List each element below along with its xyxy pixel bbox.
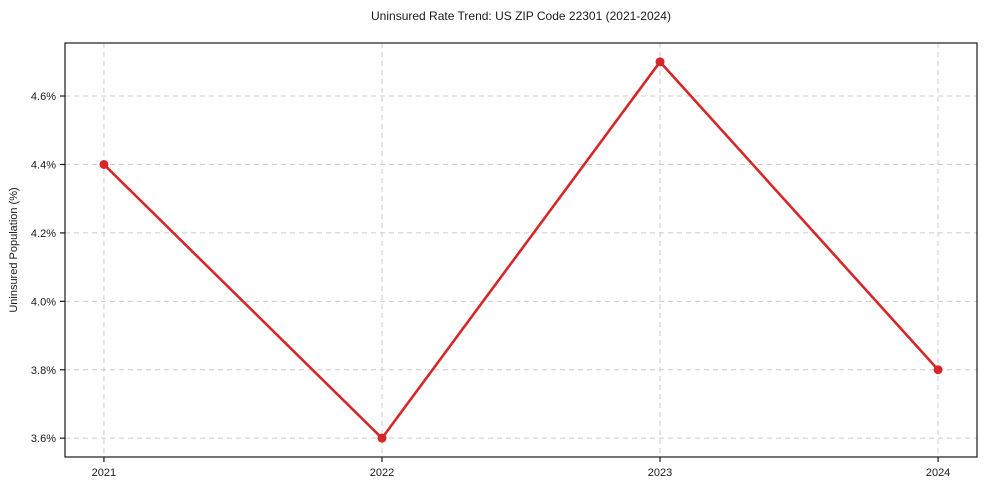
data-point-2022 bbox=[377, 433, 387, 443]
data-point-2021 bbox=[99, 159, 109, 169]
y-tick-label: 4.4% bbox=[31, 159, 56, 171]
y-tick-label: 3.8% bbox=[31, 365, 56, 377]
data-point-2023 bbox=[655, 57, 665, 67]
chart-title: Uninsured Rate Trend: US ZIP Code 22301 … bbox=[371, 9, 671, 23]
x-tick-label: 2021 bbox=[92, 467, 116, 479]
y-tick-label: 3.6% bbox=[31, 433, 56, 445]
x-tick-label: 2024 bbox=[926, 467, 950, 479]
y-tick-label: 4.2% bbox=[31, 228, 56, 240]
y-tick-label: 4.0% bbox=[31, 296, 56, 308]
trend-line bbox=[102, 60, 940, 440]
plot-border bbox=[64, 42, 978, 458]
x-tick-label: 2023 bbox=[648, 467, 672, 479]
x-tick-label: 2022 bbox=[370, 467, 394, 479]
y-tick-label: 4.6% bbox=[31, 91, 56, 103]
data-point-2024 bbox=[933, 365, 943, 375]
